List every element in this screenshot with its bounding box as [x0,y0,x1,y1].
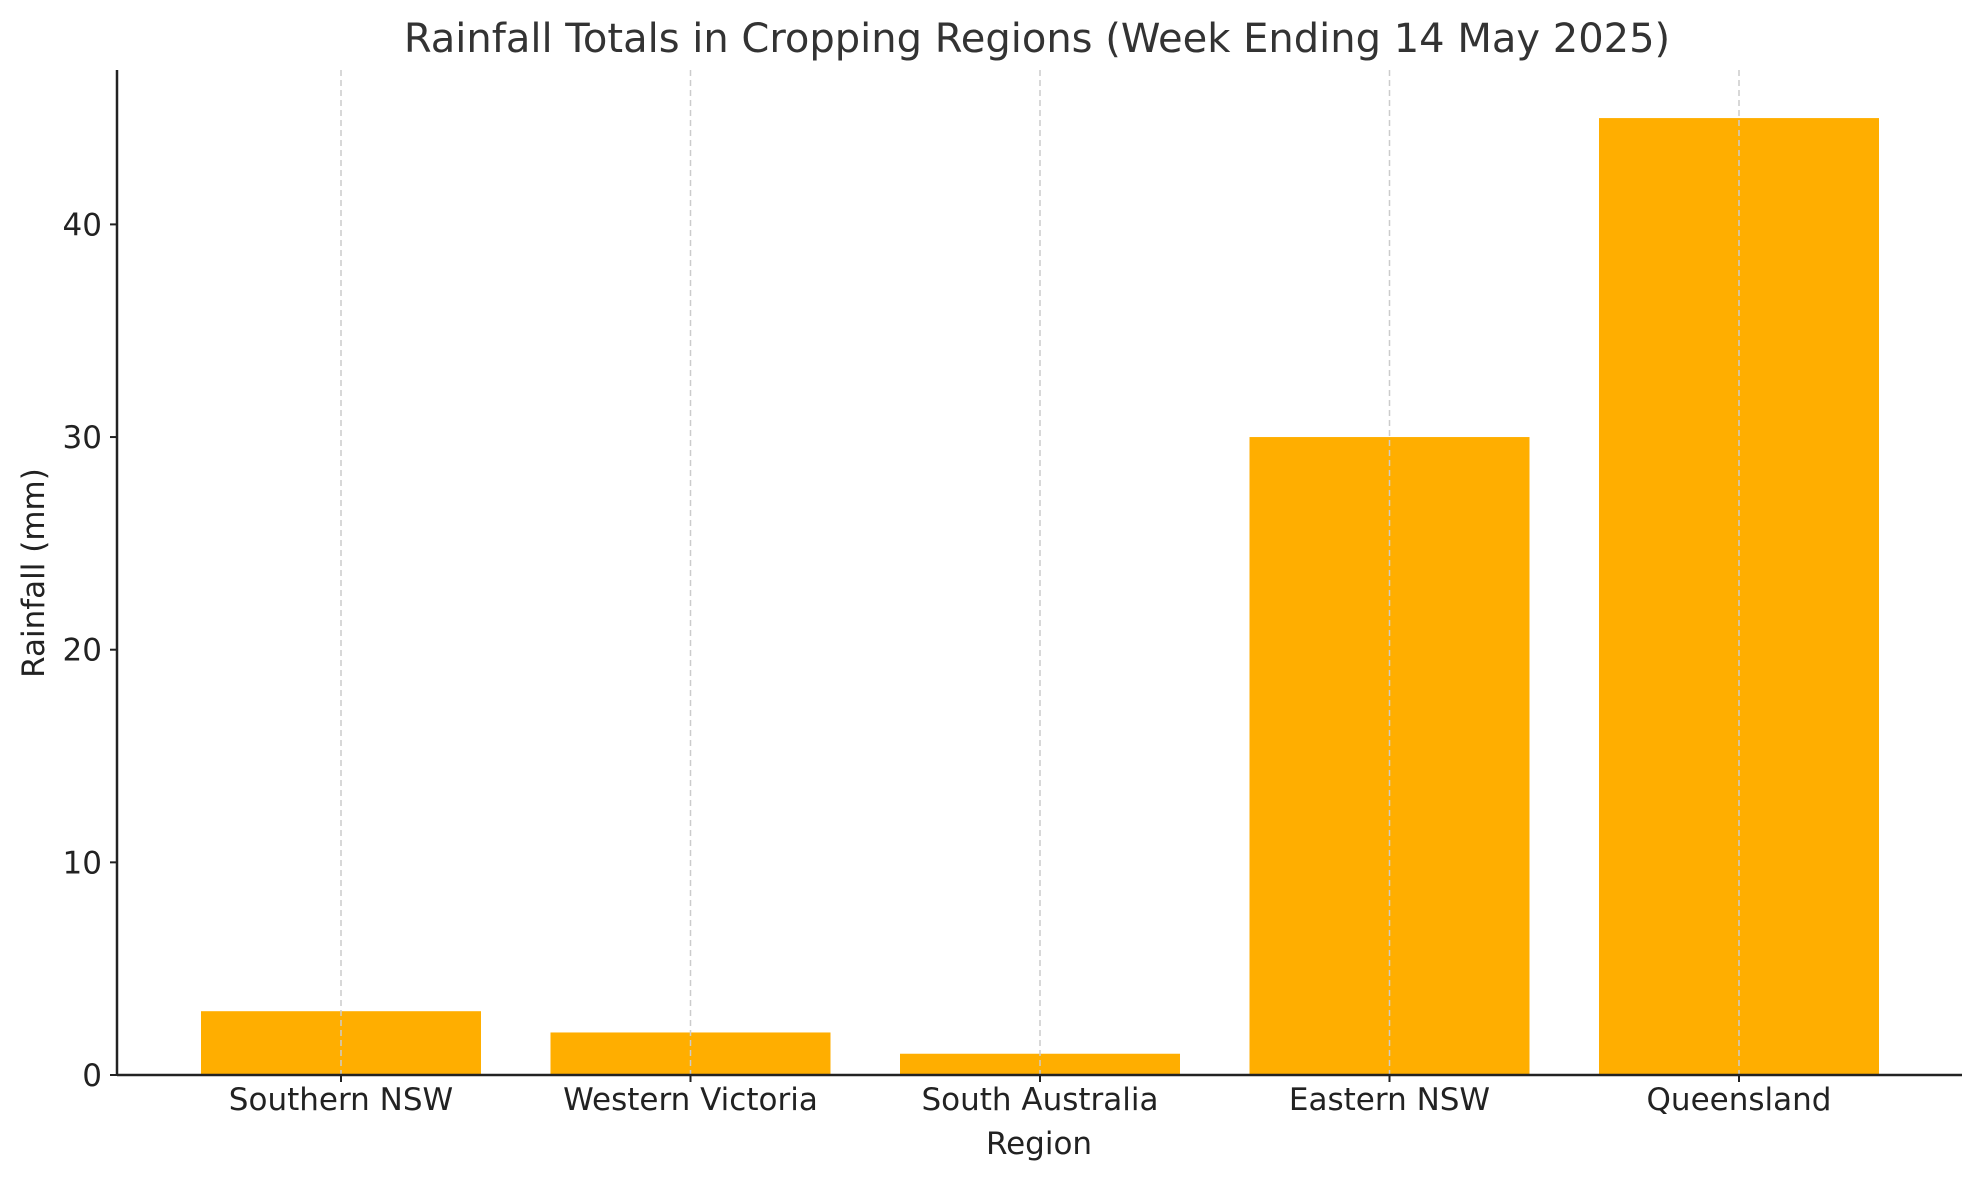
y-axis-label: Rainfall (mm) [16,468,52,678]
y-tick-label: 10 [63,845,102,881]
x-axis-label: Region [986,1126,1092,1162]
x-tick-label: Queensland [1647,1082,1832,1118]
y-tick-label: 30 [63,420,102,456]
y-tick-label: 40 [63,207,102,243]
x-tick-label: South Australia [921,1082,1158,1118]
grid-lines [340,70,1740,1075]
x-tick-label: Southern NSW [229,1082,453,1118]
chart-title: Rainfall Totals in Cropping Regions (Wee… [404,16,1670,62]
x-tick-label: Eastern NSW [1289,1082,1490,1118]
x-ticks: Southern NSW Western Victoria South Austra… [229,1075,1832,1118]
x-tick-label: Western Victoria [563,1082,818,1118]
y-ticks: 0 10 20 30 40 [63,207,117,1094]
y-tick-label: 0 [82,1058,102,1094]
y-tick-label: 20 [63,633,102,669]
